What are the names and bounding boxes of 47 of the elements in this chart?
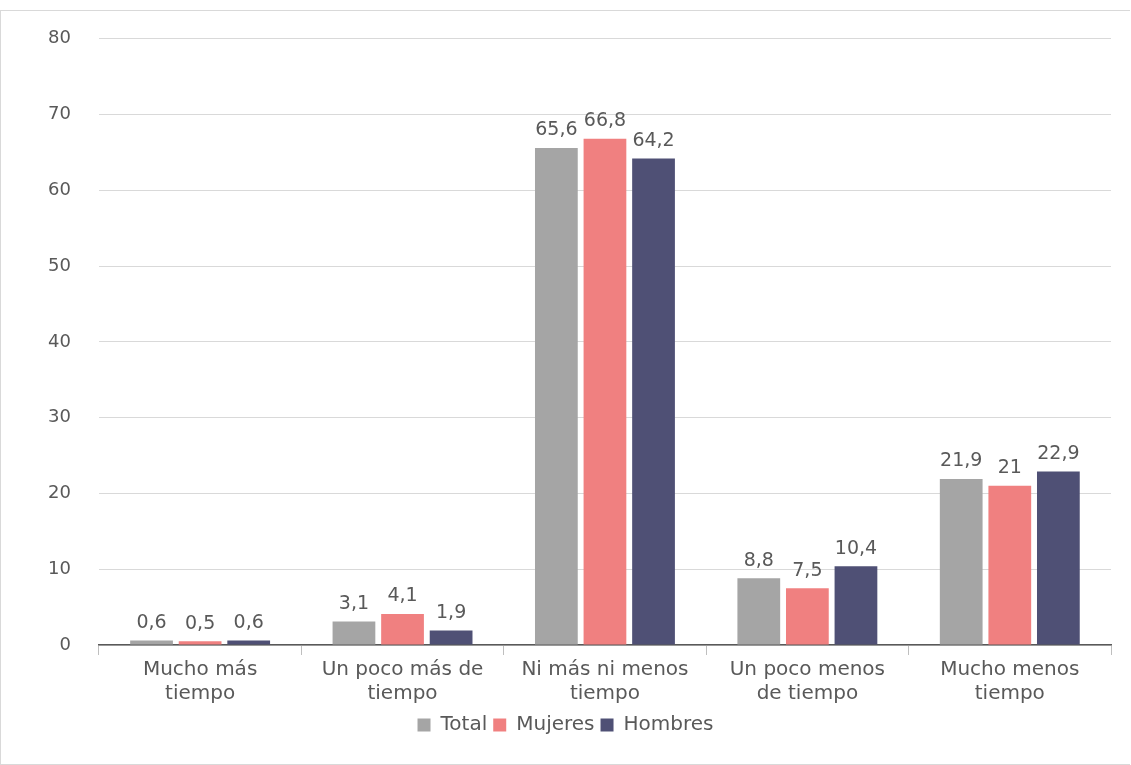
y-tick-label: 10 — [48, 556, 71, 578]
data-label: 7,5 — [792, 557, 823, 580]
bar — [332, 621, 376, 645]
y-tick-label: 30 — [48, 405, 71, 427]
bar — [834, 566, 878, 645]
bar — [178, 641, 222, 645]
data-label: 0,6 — [136, 609, 167, 632]
data-label: 10,4 — [834, 535, 878, 558]
y-tick-label: 80 — [48, 26, 71, 48]
y-tick-label: 50 — [48, 253, 71, 275]
bar — [1037, 471, 1080, 645]
bar — [737, 578, 781, 645]
legend-label: Total — [439, 711, 488, 736]
y-tick-label: 70 — [48, 102, 71, 124]
x-tick-label: Un poco más de tiempo — [321, 656, 484, 705]
bar — [227, 640, 271, 645]
data-label: 8,8 — [743, 547, 774, 570]
legend-label: Hombres — [623, 711, 714, 736]
bar — [988, 485, 1032, 645]
data-label: 21 — [997, 455, 1022, 478]
y-tick-label: 0 — [59, 632, 71, 654]
bar — [939, 479, 983, 645]
data-label: 65,6 — [535, 117, 578, 140]
bar — [786, 588, 829, 645]
bar — [632, 158, 675, 645]
x-tick-label: Mucho menos tiempo — [940, 656, 1080, 705]
bar — [429, 630, 473, 645]
data-label: 0,5 — [185, 610, 216, 633]
x-tick-label: Un poco menos de tiempo — [729, 656, 886, 705]
bar — [130, 640, 173, 645]
data-label: 64,2 — [632, 127, 675, 150]
bar — [381, 613, 424, 645]
bar — [535, 147, 578, 645]
data-label: 66,8 — [583, 108, 627, 131]
data-label: 21,9 — [940, 448, 983, 471]
x-tick-label: Mucho más tiempo — [142, 656, 258, 705]
data-label: 3,1 — [338, 590, 370, 613]
y-tick-label: 20 — [48, 481, 71, 503]
legend-label: Mujeres — [516, 711, 595, 736]
y-tick-label: 40 — [48, 329, 71, 351]
bar — [583, 138, 627, 645]
data-label: 1,9 — [436, 600, 467, 623]
x-tick-label: Ni más ni menos tiempo — [521, 656, 689, 705]
data-label: 0,6 — [233, 609, 264, 632]
y-tick-label: 60 — [48, 178, 71, 200]
data-label: 4,1 — [387, 583, 418, 606]
data-label: 22,9 — [1037, 440, 1080, 463]
